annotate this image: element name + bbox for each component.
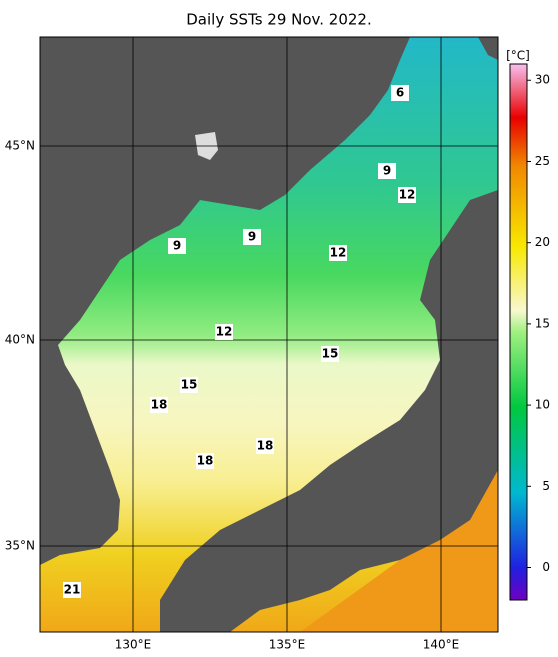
japan [160,190,498,632]
contour-label-box [215,324,233,340]
lon-label: 135°E [269,638,306,652]
colorbar-tick-label: 10 [535,398,550,412]
contour-label-box [168,238,186,254]
contour-label: 18 [151,398,168,412]
colorbar-tick-label: 30 [535,73,550,87]
colorbar-tick-label: 5 [542,479,550,493]
colorbar [509,63,528,601]
contour-label: 18 [257,439,274,453]
sakhalin [478,37,498,60]
lat-label: 35°N [5,539,35,553]
contour-label: 12 [399,188,416,202]
contour-label: 9 [248,230,256,244]
contour-label-box [150,397,168,413]
contour-label-box [329,245,347,261]
contour-label-box [243,229,261,245]
contour-label: 12 [216,325,233,339]
lat-label: 40°N [5,333,35,347]
contour-label-box [63,582,81,598]
contour-label: 15 [181,378,198,392]
contour-label: 6 [396,86,404,100]
colorbar-tick-label: 25 [535,154,550,168]
contour-label-box [180,377,198,393]
contour-label-box [196,453,214,469]
lon-label: 130°E [115,638,152,652]
colorbar-tick-label: 0 [542,560,550,574]
contour-label: 9 [173,239,181,253]
colorbar-unit: [°C] [506,49,530,63]
colorbar-tick-label: 15 [535,316,550,330]
grid [40,37,498,632]
contour-label: 21 [64,583,81,597]
colorbar-tick-label: 20 [535,235,550,249]
contour-label-box [398,187,416,203]
contour-label-box [378,163,396,179]
contour-label-box [256,438,274,454]
contour-label-box [391,85,409,101]
title: Daily SSTs 29 Nov. 2022. [186,11,371,29]
contour-label: 12 [330,246,347,260]
contour-label: 18 [197,454,214,468]
map [39,36,499,633]
pacific [300,440,498,632]
contour-label: 15 [322,347,339,361]
lon-label: 140°E [423,638,460,652]
frame [39,36,499,633]
contour-label-box [321,346,339,362]
continent [40,37,410,565]
contour-label: 9 [383,164,391,178]
lat-label: 45°N [5,139,35,153]
